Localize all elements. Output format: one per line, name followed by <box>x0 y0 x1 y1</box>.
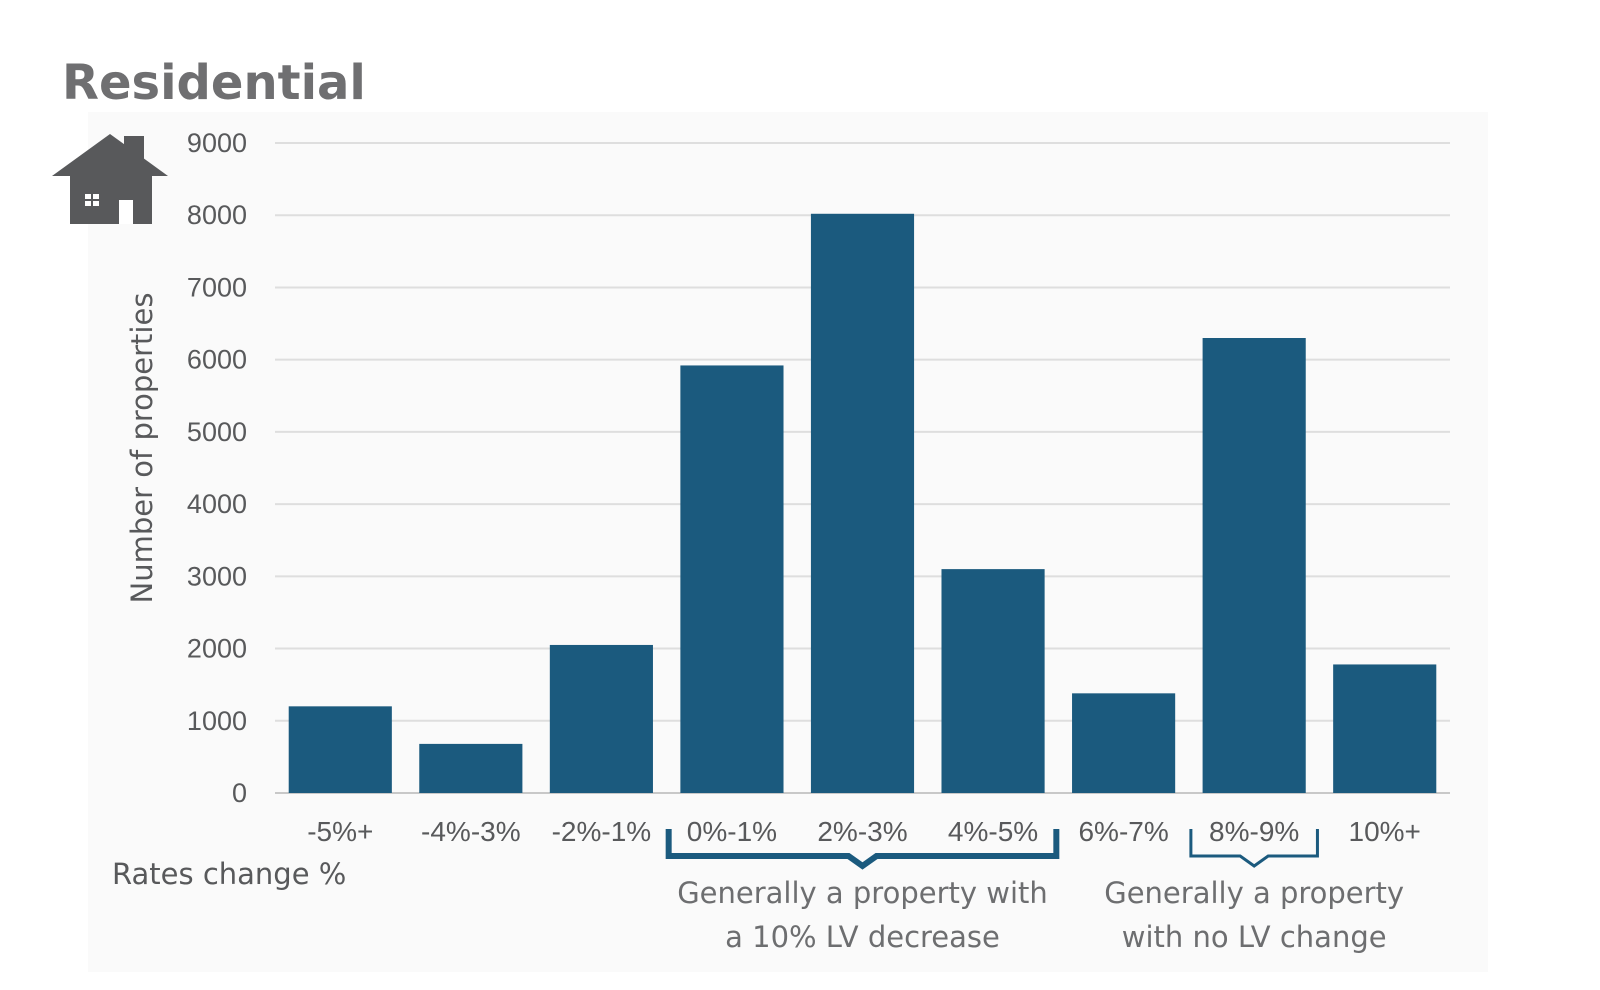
y-tick-label: 6000 <box>187 345 247 375</box>
y-tick-label: 4000 <box>187 489 247 519</box>
y-tick-label: 1000 <box>187 706 247 736</box>
y-axis-ticks: 0 1000 2000 3000 4000 5000 6000 7000 8000 9000 <box>187 128 247 808</box>
bar <box>288 706 392 793</box>
bar <box>810 213 915 793</box>
x-tick-label: 0%-1% <box>687 816 777 847</box>
x-tick-label: -2%-1% <box>552 816 652 847</box>
annotation-text: Generally a property <box>1104 876 1404 910</box>
y-tick-label: 0 <box>232 778 247 808</box>
annotation-text: with no LV change <box>1122 920 1387 954</box>
bar <box>680 365 784 793</box>
bar <box>941 569 1045 793</box>
x-tick-label: -4%-3% <box>421 816 521 847</box>
bar <box>549 644 653 793</box>
annotation-bracket <box>665 829 1060 870</box>
y-tick-label: 2000 <box>187 634 247 664</box>
x-tick-label: -5%+ <box>307 816 373 847</box>
bar <box>1333 664 1437 793</box>
x-tick-label: 2%-3% <box>817 816 907 847</box>
y-tick-label: 9000 <box>187 128 247 158</box>
annotations: Generally a property with a 10% LV decrea… <box>665 829 1404 954</box>
x-tick-label: 4%-5% <box>948 816 1038 847</box>
bar <box>419 743 523 793</box>
annotation-text: Generally a property with <box>677 876 1048 910</box>
y-tick-label: 3000 <box>187 561 247 591</box>
bar <box>1202 338 1306 793</box>
y-tick-label: 8000 <box>187 200 247 230</box>
bar <box>1072 693 1176 793</box>
y-tick-label: 5000 <box>187 417 247 447</box>
y-tick-label: 7000 <box>187 272 247 302</box>
x-axis-label: Rates change % <box>112 857 346 891</box>
house-icon <box>52 134 168 224</box>
x-tick-label: 6%-7% <box>1078 816 1168 847</box>
x-axis-ticks: -5%+ -4%-3% -2%-1% 0%-1% 2%-3% 4%-5% 6%-7% 8%-9… <box>307 816 1421 847</box>
bars <box>288 213 1437 793</box>
chart-title: Residential <box>62 55 366 111</box>
x-tick-label: 10%+ <box>1349 816 1421 847</box>
x-tick-label: 8%-9% <box>1209 816 1299 847</box>
annotation-bracket <box>1189 829 1319 868</box>
y-axis-label: Number of properties <box>125 293 159 604</box>
annotation-text: a 10% LV decrease <box>725 920 1000 954</box>
